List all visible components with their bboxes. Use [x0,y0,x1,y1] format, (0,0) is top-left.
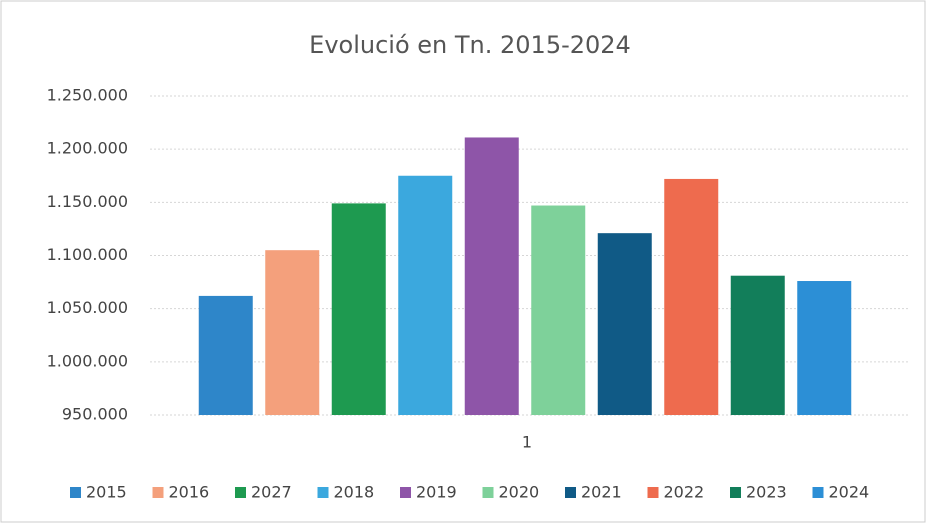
legend-label: 2021 [581,483,622,502]
y-tick-label: 1.200.000 [47,139,128,158]
legend-swatch [647,487,659,498]
bar [331,203,386,415]
legend-swatch [70,487,81,498]
bar [464,137,519,415]
y-tick-label: 1.050.000 [47,298,128,317]
legend-label: 2027 [251,483,292,502]
bar [797,281,852,415]
y-tick-label: 950.000 [62,405,128,424]
legend-label: 2019 [416,483,457,502]
bar [198,295,253,415]
legend-swatch [400,487,411,498]
bar [398,175,453,415]
bar [265,250,320,415]
legend-label: 2020 [499,483,540,502]
legend-label: 2016 [169,483,210,502]
bar [597,233,652,415]
y-tick-label: 1.150.000 [47,192,128,211]
legend-label: 2015 [86,483,127,502]
legend-label: 2022 [664,483,705,502]
x-tick-label: 1 [522,433,532,452]
bar [730,275,785,415]
bar [664,178,719,415]
legend-swatch [482,487,494,498]
legend-label: 2023 [746,483,787,502]
legend-swatch [235,487,246,498]
legend-label: 2018 [334,483,375,502]
y-tick-label: 1.000.000 [47,351,128,370]
legend-swatch [152,487,164,498]
legend-swatch [812,487,824,498]
legend-swatch [730,487,741,498]
chart-title: Evolució en Tn. 2015-2024 [309,31,631,59]
legend-label: 2024 [829,483,870,502]
bar [531,205,586,415]
y-tick-label: 1.100.000 [47,245,128,264]
legend-swatch [565,487,576,498]
y-tick-label: 1.250.000 [47,86,128,105]
legend-swatch [317,487,329,498]
